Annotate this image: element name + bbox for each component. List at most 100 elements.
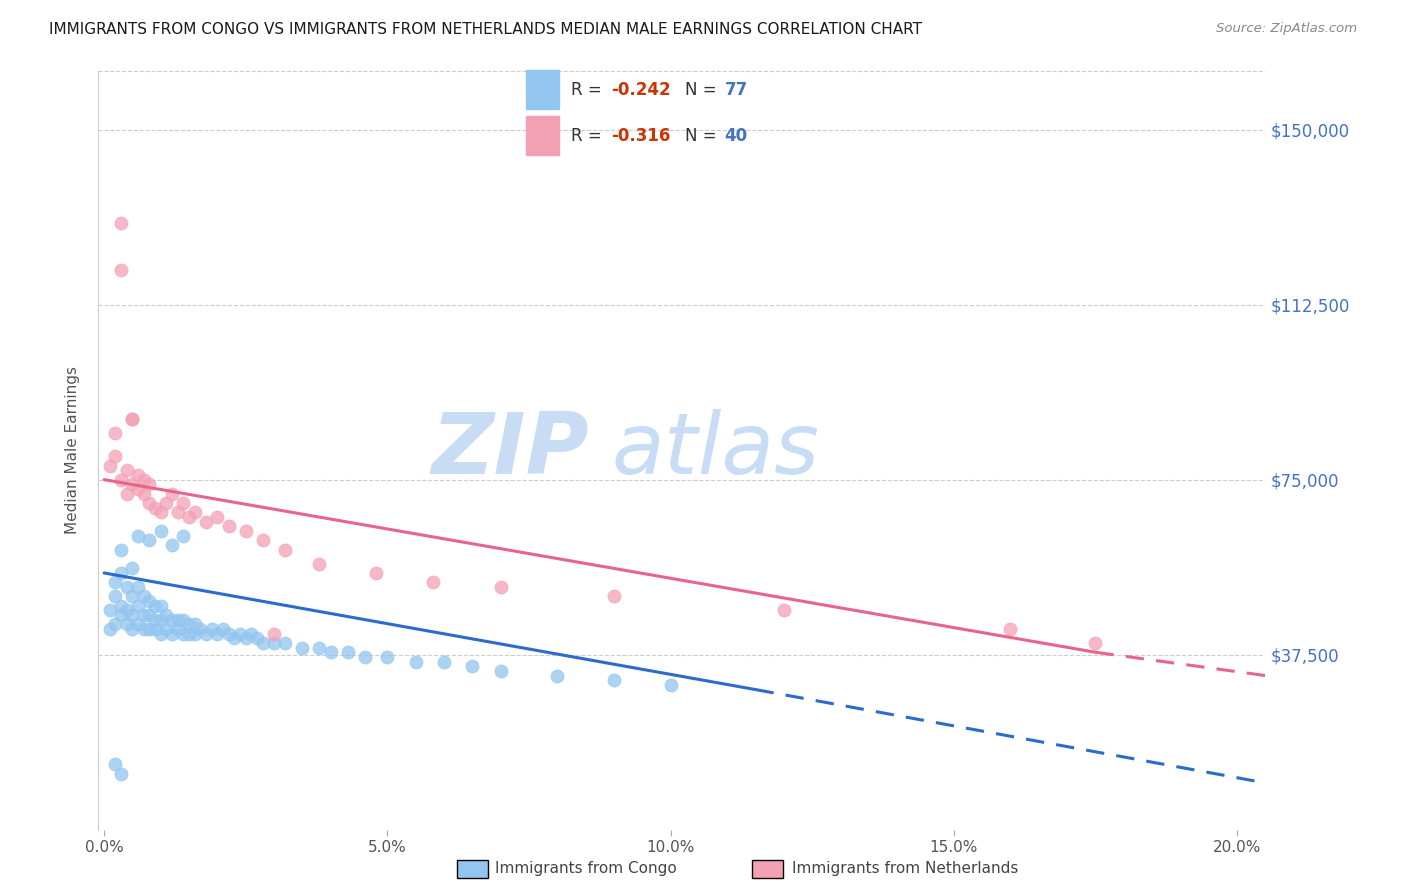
Point <box>115 580 138 594</box>
Point <box>274 636 297 650</box>
Point <box>246 632 269 646</box>
Point <box>172 613 194 627</box>
Point <box>190 622 212 636</box>
Point <box>235 524 257 538</box>
Point <box>143 500 166 515</box>
Text: -0.242: -0.242 <box>610 81 671 99</box>
Point <box>183 617 205 632</box>
Point <box>149 505 172 519</box>
Point <box>110 473 132 487</box>
Point <box>149 524 172 538</box>
Point <box>132 589 155 603</box>
Text: Immigrants from Congo: Immigrants from Congo <box>495 862 676 876</box>
Point <box>1084 636 1107 650</box>
Point <box>1000 622 1022 636</box>
Point <box>98 458 121 473</box>
Point <box>138 594 160 608</box>
Point <box>160 538 183 552</box>
Point <box>104 575 127 590</box>
Text: Source: ZipAtlas.com: Source: ZipAtlas.com <box>1216 22 1357 36</box>
Point <box>195 626 218 640</box>
Point <box>489 580 512 594</box>
Text: -0.316: -0.316 <box>610 128 671 145</box>
Point <box>353 649 375 664</box>
Point <box>263 636 285 650</box>
Point <box>110 607 132 622</box>
Point <box>110 766 132 780</box>
Point <box>104 757 127 772</box>
Bar <box>526 116 560 155</box>
Point <box>104 450 127 464</box>
Point <box>121 477 143 491</box>
Point <box>603 673 626 688</box>
Point <box>155 622 177 636</box>
Point <box>218 626 240 640</box>
Point <box>166 505 188 519</box>
Point <box>207 510 229 524</box>
Point <box>132 607 155 622</box>
Point <box>375 649 398 664</box>
Point <box>98 622 121 636</box>
Point <box>405 655 427 669</box>
Text: 77: 77 <box>724 81 748 99</box>
Text: N =: N = <box>685 81 721 99</box>
Point <box>138 607 160 622</box>
Text: R =: R = <box>571 128 607 145</box>
Point <box>110 262 132 277</box>
Point <box>149 626 172 640</box>
Point <box>240 626 263 640</box>
Point <box>546 668 568 682</box>
Point <box>149 613 172 627</box>
Point <box>110 599 132 613</box>
Point <box>364 566 387 580</box>
Point <box>127 528 149 542</box>
Point <box>132 473 155 487</box>
Point <box>461 659 484 673</box>
Text: N =: N = <box>685 128 721 145</box>
Point <box>183 626 205 640</box>
Text: Immigrants from Netherlands: Immigrants from Netherlands <box>792 862 1018 876</box>
Point <box>489 664 512 678</box>
Point <box>160 626 183 640</box>
Point <box>177 510 200 524</box>
Point <box>127 580 149 594</box>
Point <box>433 655 456 669</box>
Point <box>121 412 143 426</box>
Point <box>252 533 274 548</box>
Point <box>127 617 149 632</box>
Point <box>149 599 172 613</box>
Point <box>138 477 160 491</box>
Point <box>773 603 796 617</box>
Point <box>115 463 138 477</box>
Point <box>138 533 160 548</box>
Point <box>263 626 285 640</box>
Point <box>121 412 143 426</box>
Point <box>183 505 205 519</box>
Text: atlas: atlas <box>612 409 820 492</box>
Point <box>336 645 359 659</box>
Point <box>127 467 149 482</box>
Y-axis label: Median Male Earnings: Median Male Earnings <box>65 367 80 534</box>
Point <box>160 613 183 627</box>
Point <box>166 622 188 636</box>
Point <box>121 589 143 603</box>
Point <box>235 632 257 646</box>
Point <box>172 528 194 542</box>
Point <box>172 496 194 510</box>
Point <box>132 486 155 500</box>
Point <box>422 575 444 590</box>
Point <box>195 515 218 529</box>
Point <box>155 496 177 510</box>
Point <box>172 626 194 640</box>
Point <box>659 678 682 692</box>
Point <box>319 645 342 659</box>
Point <box>104 617 127 632</box>
Point <box>138 622 160 636</box>
Point <box>166 613 188 627</box>
Point <box>143 622 166 636</box>
Text: ZIP: ZIP <box>430 409 589 492</box>
Point <box>115 603 138 617</box>
Point <box>127 482 149 496</box>
Point <box>121 622 143 636</box>
Point <box>132 622 155 636</box>
